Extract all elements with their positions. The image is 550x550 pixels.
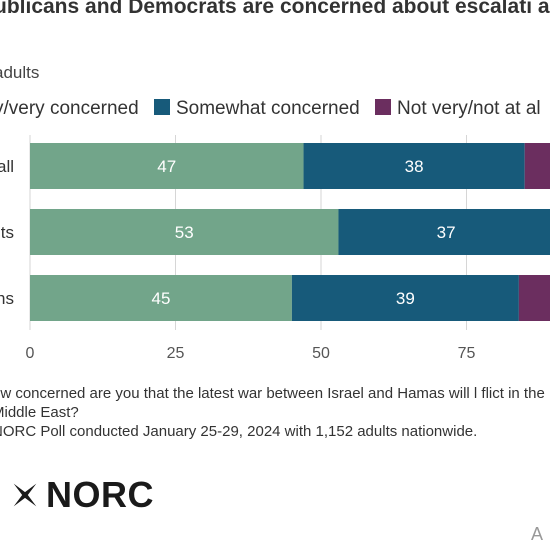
chart-title: ublicans and Democrats are concerned abo… xyxy=(0,0,550,18)
legend-item-not-concerned: Not very/not at al xyxy=(375,98,541,120)
bar-0-0 xyxy=(30,143,304,189)
x-tick-label-75: 75 xyxy=(458,345,476,362)
x-tick-label-50: 50 xyxy=(312,345,330,362)
category-label-0: all xyxy=(0,157,14,176)
legend-item-somewhat-concerned: Somewhat concerned xyxy=(153,98,360,120)
data-label-0-0: 47 xyxy=(157,157,176,176)
data-label-0-2: 45 xyxy=(151,289,170,308)
chart-credit: A xyxy=(531,524,544,544)
data-label-1-1: 37 xyxy=(437,223,456,242)
legend: y/very concerned Somewhat concerned Not … xyxy=(0,98,550,120)
data-label-1-0: 38 xyxy=(405,157,424,176)
bar-0-1 xyxy=(30,209,339,255)
source-note: NORC Poll conducted January 25-29, 2024 … xyxy=(0,423,478,440)
stacked-bar-chart: 0 25 50 75 all ts ns 47 38 53 37 45 39 xyxy=(0,135,550,362)
bar-1-0 xyxy=(303,143,525,189)
question-note: ow concerned are you that the latest war… xyxy=(0,385,545,421)
x-tick-label-0: 0 xyxy=(26,345,35,362)
legend-swatch-somewhat-concerned xyxy=(153,99,170,115)
legend-label-not-concerned: Not very/not at al xyxy=(397,98,541,119)
category-label-2: ns xyxy=(0,289,14,308)
legend-label-very-concerned: y/very concerned xyxy=(0,98,139,119)
bar-1-2 xyxy=(291,275,519,321)
data-label-0-1: 53 xyxy=(175,223,194,242)
norc-logo: NORC xyxy=(8,474,154,516)
data-label-1-2: 39 xyxy=(396,289,415,308)
chart-notes: ow concerned are you that the latest war… xyxy=(0,384,550,441)
legend-item-very-concerned: y/very concerned xyxy=(0,98,139,120)
bar-2-2 xyxy=(518,275,550,321)
chart-subtitle: adults xyxy=(0,63,40,82)
bar-1-1 xyxy=(338,209,550,255)
legend-label-somewhat-concerned: Somewhat concerned xyxy=(175,98,360,119)
bar-0-2 xyxy=(30,275,292,321)
logo-text: NORC xyxy=(46,474,154,515)
x-tick-label-25: 25 xyxy=(167,345,185,362)
category-label-1: ts xyxy=(1,223,14,242)
bar-2-0 xyxy=(524,143,550,189)
norc-star-icon xyxy=(13,483,37,507)
legend-swatch-not-concerned xyxy=(375,99,392,115)
